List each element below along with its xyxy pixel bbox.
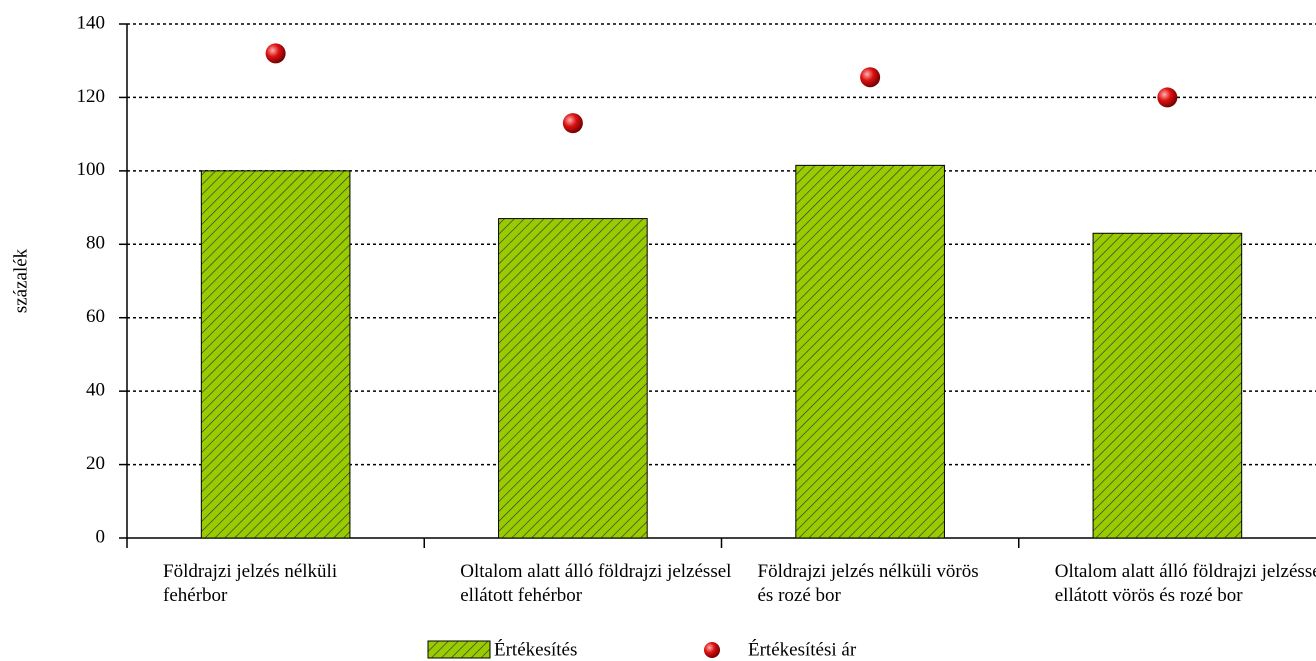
y-tick-label: 0 (96, 526, 106, 547)
point (562, 113, 583, 134)
x-tick-label: Oltalom alatt álló földrajzi jelzéssel e… (460, 561, 732, 606)
point (265, 43, 286, 64)
point (1157, 87, 1178, 108)
y-tick-label: 40 (86, 380, 105, 401)
y-tick-label: 100 (77, 159, 106, 180)
bar (498, 218, 648, 539)
legend-label: Értékesítés (494, 638, 577, 660)
x-tick-label: Földrajzi jelzés nélküli vörös és rozé b… (757, 561, 979, 606)
y-tick-label: 120 (77, 86, 106, 107)
y-tick-label: 80 (86, 233, 105, 254)
bar (795, 164, 945, 539)
legend-swatch (427, 640, 491, 659)
point (860, 67, 881, 88)
bar (1092, 232, 1243, 539)
x-tick-label: Földrajzi jelzés nélküli fehérbor (163, 561, 338, 606)
legend-label: Értékesítési ár (748, 638, 857, 660)
x-tick-label: Oltalom alatt álló földrajzi jelzéssel e… (1054, 561, 1316, 606)
y-tick-label: 140 (77, 12, 106, 33)
y-tick-label: 60 (86, 306, 105, 327)
y-axis-label: százalék (10, 248, 31, 313)
bar (200, 170, 351, 539)
y-tick-label: 20 (86, 453, 105, 474)
legend-marker (704, 642, 720, 658)
